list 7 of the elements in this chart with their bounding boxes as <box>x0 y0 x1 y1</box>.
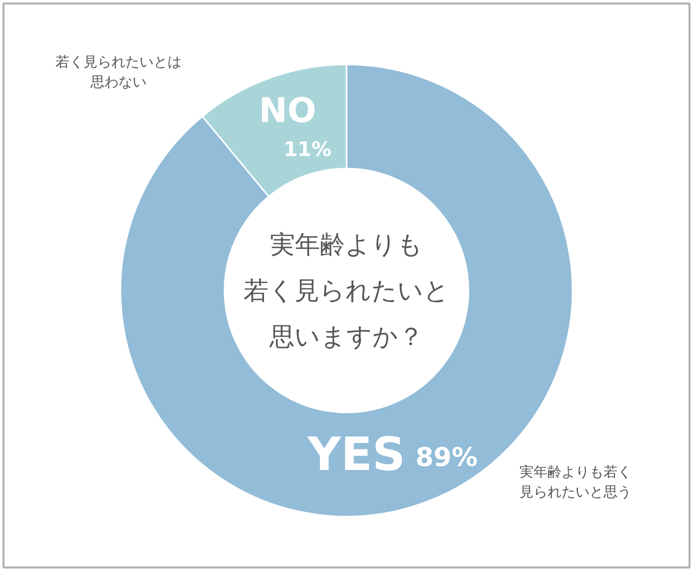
text: 実年齢よりも若く見られたいと思いますか？ <box>244 230 450 351</box>
slice-label: YES <box>306 427 406 482</box>
data-label: 89% <box>415 443 478 474</box>
slice-label: NO <box>258 90 316 131</box>
text: 若く見られたいとは思わない <box>56 54 182 90</box>
text: 実年齢よりも若く見られたいと思う <box>520 464 632 500</box>
data-label: 11% <box>284 136 332 161</box>
